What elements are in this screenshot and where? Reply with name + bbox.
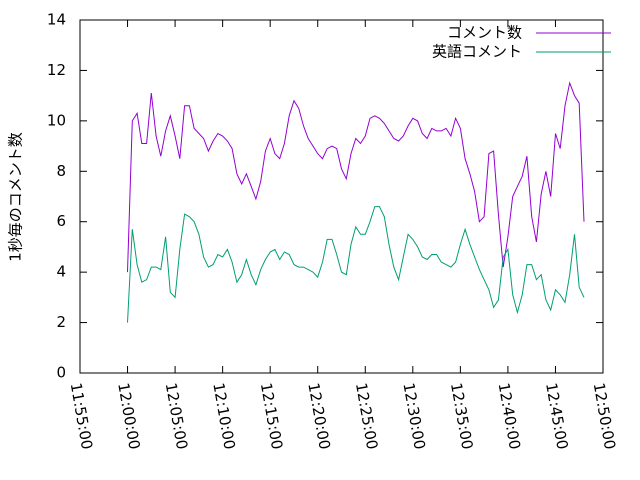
x-tick-label: 12:15:00	[257, 381, 286, 450]
y-tick-label: 12	[47, 61, 66, 79]
y-tick-label: 10	[47, 111, 66, 129]
x-tick-label: 12:40:00	[495, 381, 524, 450]
legend-label: 英語コメント	[432, 43, 522, 61]
y-tick-label: 14	[47, 11, 66, 29]
x-tick-label: 12:05:00	[162, 381, 191, 450]
series-line	[127, 81, 585, 273]
plot-border	[79, 19, 604, 374]
x-tick-label: 12:25:00	[352, 381, 381, 450]
y-tick-label: 6	[56, 212, 66, 230]
legend-label: コメント数	[447, 24, 522, 42]
y-tick-label: 4	[56, 263, 66, 281]
x-tick-label: 11:55:00	[67, 381, 96, 450]
x-tick-label: 12:20:00	[304, 381, 333, 450]
y-tick-label: 0	[56, 364, 66, 382]
series-line	[127, 206, 585, 323]
x-tick-label: 12:30:00	[399, 381, 428, 450]
x-tick-label: 12:50:00	[590, 381, 619, 450]
y-tick-label: 2	[56, 313, 66, 331]
y-tick-label: 8	[56, 162, 66, 180]
x-tick-label: 12:10:00	[209, 381, 238, 450]
x-tick-label: 12:35:00	[447, 381, 476, 450]
x-tick-label: 12:45:00	[542, 381, 571, 450]
x-tick-label: 12:00:00	[114, 381, 143, 450]
y-axis-label: 1秒毎のコメント数	[7, 132, 25, 262]
